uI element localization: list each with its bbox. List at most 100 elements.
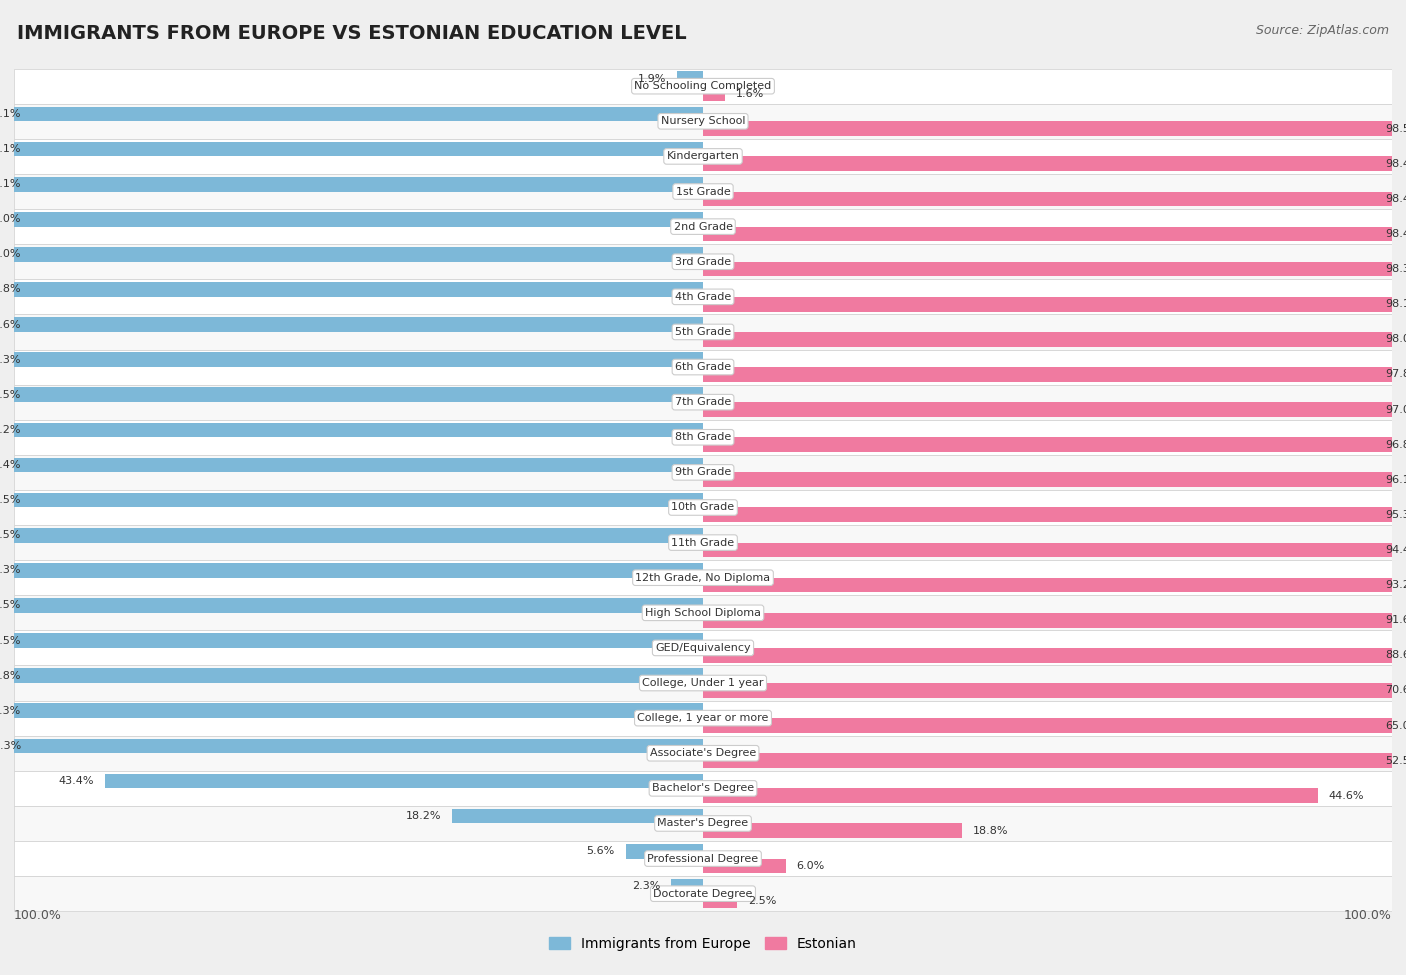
Bar	[453, 808, 703, 824]
Bar	[703, 508, 1406, 523]
Text: 96.8%: 96.8%	[1385, 440, 1406, 449]
Text: 10th Grade: 10th Grade	[672, 502, 734, 513]
Text: 96.2%: 96.2%	[0, 425, 21, 435]
Legend: Immigrants from Europe, Estonian: Immigrants from Europe, Estonian	[544, 931, 862, 956]
Bar	[0, 703, 703, 719]
Bar	[0, 668, 703, 683]
Bar	[703, 683, 1406, 698]
Bar	[703, 261, 1406, 277]
Text: 98.4%: 98.4%	[1385, 159, 1406, 169]
Text: 90.5%: 90.5%	[0, 601, 21, 610]
Bar	[703, 367, 1406, 382]
Text: 18.8%: 18.8%	[973, 826, 1008, 836]
Bar	[14, 736, 1392, 771]
Text: 97.3%: 97.3%	[0, 355, 21, 365]
Text: 63.3%: 63.3%	[0, 706, 21, 716]
Bar	[14, 701, 1392, 736]
Text: 98.1%: 98.1%	[0, 144, 21, 154]
Text: 88.6%: 88.6%	[1385, 650, 1406, 660]
Bar	[0, 738, 703, 754]
Text: 7th Grade: 7th Grade	[675, 397, 731, 408]
Text: 52.5%: 52.5%	[1385, 756, 1406, 765]
Bar	[14, 561, 1392, 596]
Bar	[0, 106, 703, 121]
Text: 93.2%: 93.2%	[1385, 580, 1406, 590]
Bar	[703, 86, 725, 101]
Bar	[703, 121, 1406, 137]
Text: 5.6%: 5.6%	[586, 846, 614, 856]
Text: Bachelor's Degree: Bachelor's Degree	[652, 783, 754, 794]
Bar	[0, 317, 703, 332]
Text: 94.5%: 94.5%	[0, 495, 21, 505]
Bar	[676, 71, 703, 86]
Bar	[14, 596, 1392, 631]
Text: Kindergarten: Kindergarten	[666, 151, 740, 162]
Text: 70.6%: 70.6%	[1385, 685, 1406, 695]
Text: 98.4%: 98.4%	[1385, 229, 1406, 239]
Bar	[703, 437, 1406, 452]
Bar	[14, 279, 1392, 314]
Bar	[105, 773, 703, 789]
Bar	[14, 841, 1392, 877]
Bar	[703, 859, 786, 874]
Text: 97.6%: 97.6%	[0, 320, 21, 330]
Bar	[14, 806, 1392, 841]
Bar	[0, 387, 703, 402]
Bar	[14, 174, 1392, 209]
Text: High School Diploma: High School Diploma	[645, 607, 761, 618]
Text: 87.5%: 87.5%	[0, 636, 21, 645]
Text: 68.8%: 68.8%	[0, 671, 21, 681]
Bar	[14, 68, 1392, 103]
Text: 1.9%: 1.9%	[637, 74, 666, 84]
Text: 2.5%: 2.5%	[748, 896, 778, 906]
Bar	[703, 754, 1406, 768]
Text: 93.5%: 93.5%	[0, 530, 21, 540]
Bar	[671, 878, 703, 894]
Bar	[703, 719, 1406, 733]
Text: College, 1 year or more: College, 1 year or more	[637, 713, 769, 723]
Text: 98.1%: 98.1%	[0, 109, 21, 119]
Bar	[14, 384, 1392, 419]
Text: Master's Degree: Master's Degree	[658, 818, 748, 829]
Text: 1st Grade: 1st Grade	[676, 186, 730, 197]
Text: IMMIGRANTS FROM EUROPE VS ESTONIAN EDUCATION LEVEL: IMMIGRANTS FROM EUROPE VS ESTONIAN EDUCA…	[17, 24, 686, 43]
Text: 96.1%: 96.1%	[1385, 475, 1406, 485]
Text: 43.4%: 43.4%	[59, 776, 94, 786]
Text: College, Under 1 year: College, Under 1 year	[643, 678, 763, 688]
Bar	[14, 631, 1392, 666]
Text: 12th Grade, No Diploma: 12th Grade, No Diploma	[636, 572, 770, 583]
Text: 98.5%: 98.5%	[1385, 124, 1406, 134]
Text: No Schooling Completed: No Schooling Completed	[634, 81, 772, 92]
Bar	[703, 191, 1406, 207]
Text: 6.0%: 6.0%	[797, 861, 825, 871]
Text: Professional Degree: Professional Degree	[647, 853, 759, 864]
Bar	[0, 598, 703, 613]
Text: 51.3%: 51.3%	[0, 741, 21, 751]
Bar	[0, 457, 703, 472]
Text: 98.0%: 98.0%	[0, 214, 21, 224]
Text: 8th Grade: 8th Grade	[675, 432, 731, 443]
Bar	[14, 771, 1392, 806]
Bar	[14, 314, 1392, 349]
Text: 100.0%: 100.0%	[1344, 909, 1392, 922]
Text: Associate's Degree: Associate's Degree	[650, 748, 756, 759]
Text: 65.0%: 65.0%	[1385, 721, 1406, 730]
Text: 1.6%: 1.6%	[737, 89, 765, 98]
Bar	[14, 489, 1392, 526]
Text: 95.4%: 95.4%	[0, 460, 21, 470]
Bar	[14, 877, 1392, 912]
Bar	[703, 402, 1406, 417]
Text: 95.3%: 95.3%	[1385, 510, 1406, 520]
Bar	[703, 789, 1317, 803]
Bar	[703, 648, 1406, 663]
Bar	[0, 633, 703, 648]
Bar	[0, 527, 703, 543]
Bar	[0, 422, 703, 437]
Bar	[0, 247, 703, 261]
Text: 2.3%: 2.3%	[631, 881, 661, 891]
Bar	[0, 492, 703, 508]
Text: 92.3%: 92.3%	[0, 566, 21, 575]
Text: 11th Grade: 11th Grade	[672, 537, 734, 548]
Bar	[14, 454, 1392, 489]
Bar	[0, 212, 703, 226]
